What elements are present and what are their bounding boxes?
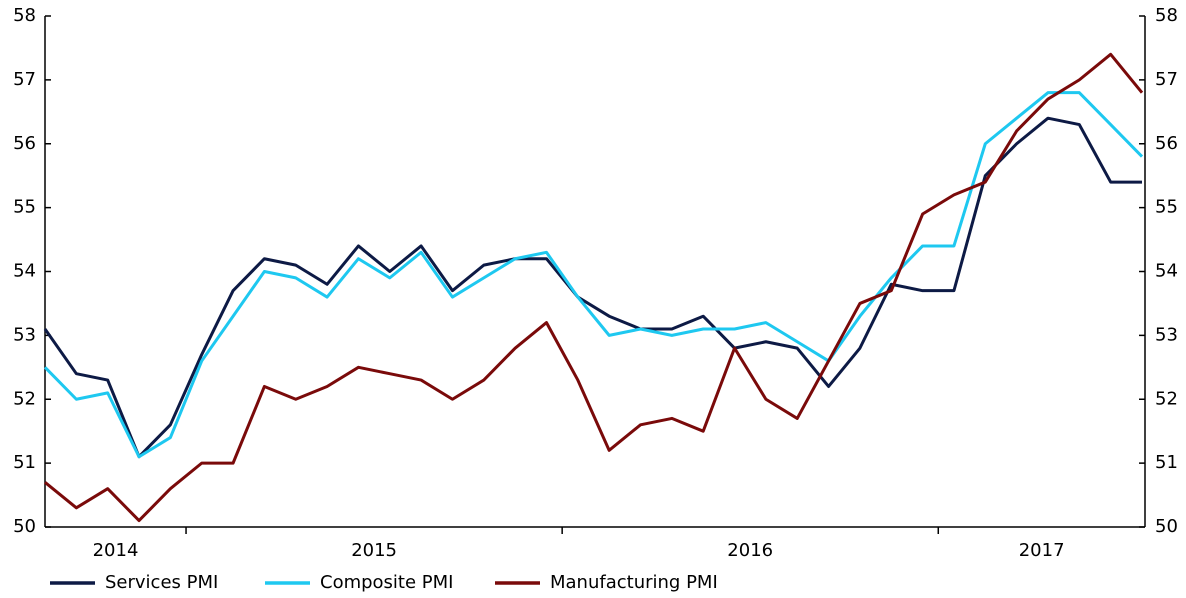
- y2-tick-label: 52: [1155, 388, 1178, 409]
- y-tick-label: 51: [13, 452, 36, 473]
- legend-label: Composite PMI: [320, 572, 453, 593]
- series-line: [43, 116, 1142, 459]
- y2-tick-label: 54: [1155, 261, 1178, 282]
- y2-tick-label: 56: [1155, 133, 1178, 154]
- y-tick-label: 50: [13, 516, 36, 537]
- y-tick-label: 57: [13, 69, 36, 90]
- y2-tick-label: 53: [1155, 324, 1178, 345]
- x-tick-label: 2015: [351, 540, 397, 561]
- legend-label: Manufacturing PMI: [550, 572, 718, 593]
- y-tick-label: 56: [13, 133, 36, 154]
- y-tick-label: 55: [13, 197, 36, 218]
- series-line: [43, 91, 1144, 459]
- y2-tick-label: 50: [1155, 516, 1178, 537]
- legend-label: Services PMI: [105, 572, 218, 593]
- y-tick-label: 54: [13, 261, 36, 282]
- y-tick-label: 52: [13, 388, 36, 409]
- y-tick-label: 58: [13, 5, 36, 26]
- x-tick-label: 2017: [1019, 540, 1065, 561]
- series-line: [44, 52, 1144, 523]
- y2-tick-label: 55: [1155, 197, 1178, 218]
- y2-tick-label: 58: [1155, 5, 1178, 26]
- x-tick-label: 2014: [93, 540, 139, 561]
- x-tick-label: 2016: [727, 540, 773, 561]
- y2-tick-label: 51: [1155, 452, 1178, 473]
- y2-tick-label: 57: [1155, 69, 1178, 90]
- y-tick-label: 53: [13, 324, 36, 345]
